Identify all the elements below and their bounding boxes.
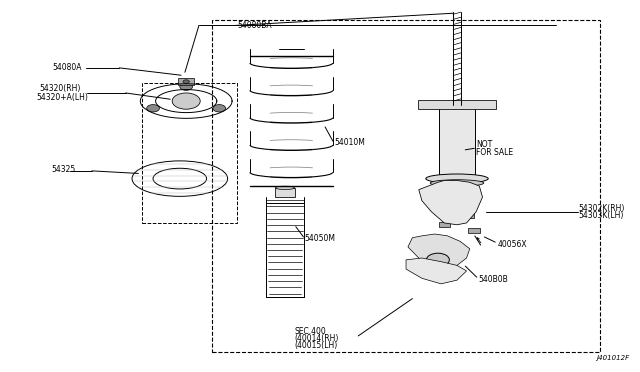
Text: SEC.400: SEC.400 [294,327,326,336]
Text: 54302K(RH): 54302K(RH) [578,203,625,213]
Text: 54050M: 54050M [305,234,336,243]
Text: 40056X: 40056X [497,240,527,249]
Circle shape [213,105,226,112]
Text: 540B0B: 540B0B [478,275,508,284]
Text: 54320+A(LH): 54320+A(LH) [36,93,88,102]
Bar [418,100,496,109]
FancyBboxPatch shape [438,222,450,227]
Bar [212,20,600,352]
Text: NOT: NOT [476,140,492,149]
Bar [439,105,475,179]
Polygon shape [419,180,483,225]
FancyBboxPatch shape [468,228,480,233]
Circle shape [147,105,159,112]
Circle shape [426,253,449,266]
Bar [275,188,294,197]
Text: 54010M: 54010M [334,138,365,147]
Text: (40014(RH): (40014(RH) [294,334,339,343]
FancyBboxPatch shape [178,78,195,85]
Ellipse shape [426,174,488,183]
Text: 54320(RH): 54320(RH) [40,84,81,93]
Circle shape [183,80,189,83]
Ellipse shape [275,186,294,189]
Text: FOR SALE: FOR SALE [476,148,513,157]
FancyBboxPatch shape [462,213,474,218]
Text: 54080A: 54080A [52,63,82,72]
Text: 54080BA: 54080BA [237,21,272,30]
Polygon shape [406,258,467,284]
Text: 54303K(LH): 54303K(LH) [578,211,623,220]
Bar [141,83,237,223]
Text: J401012F: J401012F [596,355,629,361]
Text: (40015(LH): (40015(LH) [294,341,338,350]
Circle shape [180,83,193,90]
Polygon shape [408,234,470,269]
Circle shape [172,93,200,109]
Text: 54325: 54325 [51,165,76,174]
Ellipse shape [430,180,484,186]
Circle shape [443,195,471,211]
